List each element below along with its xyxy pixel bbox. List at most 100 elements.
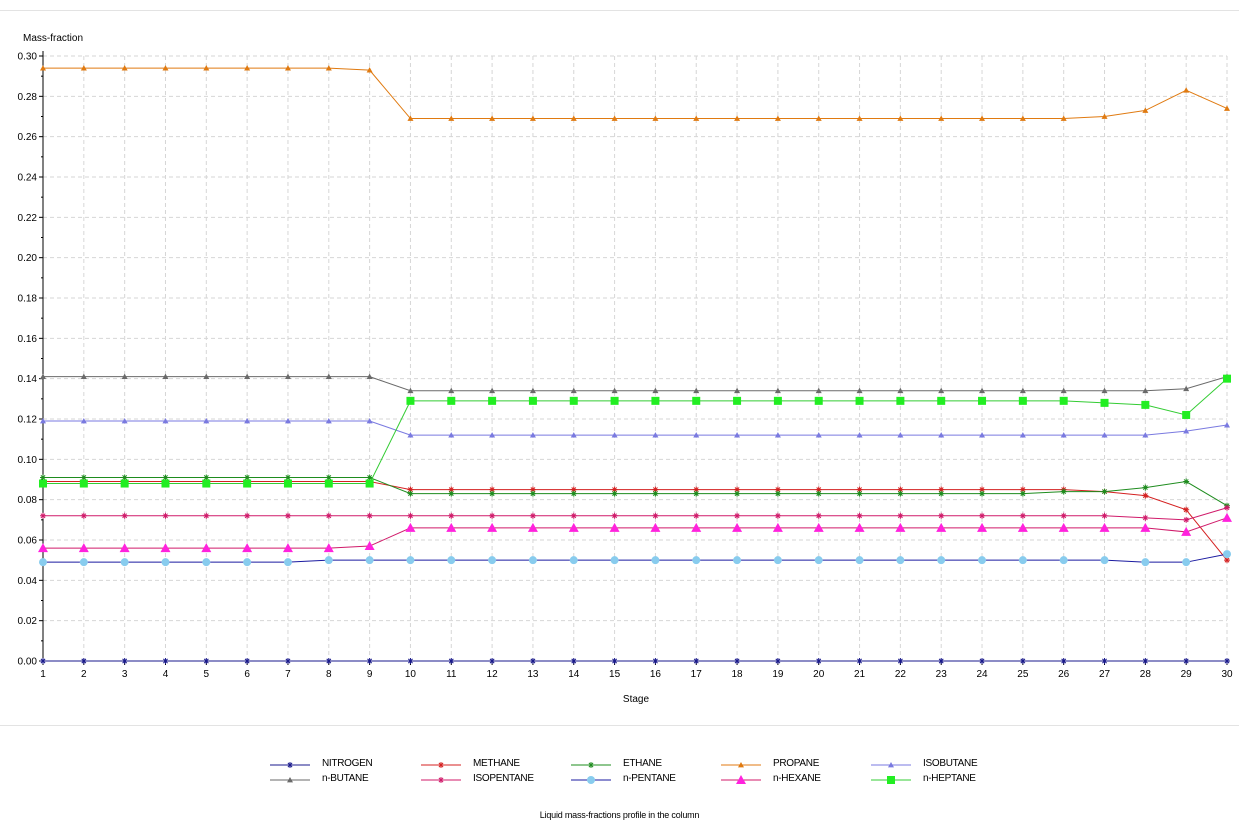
data-point <box>1101 658 1108 664</box>
data-point <box>1224 105 1230 111</box>
data-point <box>448 432 455 438</box>
series-n-hexane <box>38 512 1232 553</box>
data-point <box>815 658 822 664</box>
x-tick-label: 19 <box>772 669 784 680</box>
data-point <box>366 474 373 481</box>
series-line-n-pentane <box>43 553 1228 563</box>
legend-swatch-marker <box>438 777 444 783</box>
data-point <box>896 396 905 405</box>
data-point <box>489 115 496 121</box>
y-tick-label: 0.14 <box>18 374 38 385</box>
data-point <box>693 387 700 394</box>
y-axis-title: Mass-fraction <box>23 33 83 44</box>
data-point <box>407 115 414 121</box>
legend-swatch-marker <box>287 777 293 783</box>
legend-swatch <box>270 777 310 783</box>
data-point <box>201 543 212 553</box>
data-point <box>406 556 415 565</box>
data-point <box>40 474 46 481</box>
data-point <box>1101 488 1108 495</box>
data-point <box>1224 422 1230 428</box>
data-point <box>284 474 291 481</box>
data-point <box>1060 512 1067 519</box>
legend-swatch <box>421 762 461 768</box>
data-point <box>39 558 47 567</box>
y-tick-label: 0.16 <box>18 334 38 345</box>
data-point <box>977 522 988 532</box>
series-line-isopentane <box>43 507 1228 521</box>
x-tick-label: 2 <box>81 669 87 680</box>
data-point <box>938 490 945 497</box>
data-point <box>121 418 128 424</box>
data-point <box>203 512 210 519</box>
data-point <box>979 658 986 664</box>
y-tick-label: 0.10 <box>18 455 38 466</box>
data-point <box>1224 557 1230 564</box>
legend-label: ISOBUTANE <box>923 758 978 769</box>
data-point <box>733 556 742 565</box>
data-point <box>447 556 456 565</box>
data-point <box>938 512 945 519</box>
data-point <box>162 373 169 380</box>
data-point <box>1142 492 1149 499</box>
data-point <box>529 115 536 121</box>
x-tick-label: 1 <box>40 669 46 680</box>
x-tick-label: 10 <box>405 669 417 680</box>
data-point <box>1060 432 1067 438</box>
y-tick-label: 0.00 <box>18 657 38 668</box>
data-point <box>1060 488 1067 495</box>
data-point <box>1183 516 1190 523</box>
legend-label: PROPANE <box>773 758 820 769</box>
legend-label: NITROGEN <box>322 758 373 769</box>
data-point <box>407 490 414 497</box>
data-point <box>161 558 170 567</box>
data-point <box>693 486 700 493</box>
legend-item-n-hexane: n-HEXANE <box>719 773 869 788</box>
legend-swatch-marker <box>887 776 895 784</box>
data-point <box>79 479 88 488</box>
data-point <box>570 490 577 497</box>
data-point <box>325 373 332 380</box>
y-tick-label: 0.22 <box>18 213 38 224</box>
y-tick-label: 0.06 <box>18 536 38 547</box>
series-isobutane <box>40 418 1230 438</box>
data-point <box>570 486 577 493</box>
data-point <box>774 115 781 121</box>
data-point <box>324 556 333 565</box>
data-point <box>1183 506 1190 513</box>
legend-swatch-marker <box>738 762 744 768</box>
y-tick-label: 0.30 <box>18 52 38 63</box>
data-point <box>1223 550 1231 559</box>
series-line-methane <box>43 481 1228 561</box>
data-point <box>979 115 986 121</box>
data-point <box>652 387 659 394</box>
data-point <box>528 396 537 405</box>
legend-item-isopentane: ISOPENTANE <box>419 773 569 788</box>
data-point <box>446 522 457 532</box>
series-nitrogen <box>40 658 1230 664</box>
data-point <box>407 512 414 519</box>
data-point <box>1019 486 1026 493</box>
series-n-pentane <box>39 550 1231 567</box>
legend-item-isobutane: ISOBUTANE <box>869 758 1019 773</box>
data-point <box>815 486 822 493</box>
data-point <box>734 432 741 438</box>
x-tick-label: 22 <box>895 669 907 680</box>
legend-swatch-marker <box>438 762 444 768</box>
legend-row: n-BUTANE ISOPENTANE n-PENTANE n-HEXANE n-HEP… <box>268 773 1028 788</box>
data-point <box>529 432 536 438</box>
data-point <box>366 373 373 380</box>
data-point <box>489 486 496 493</box>
data-point <box>284 418 291 424</box>
data-point <box>448 512 455 519</box>
x-tick-label: 23 <box>936 669 948 680</box>
data-point <box>487 522 498 532</box>
data-point <box>489 387 496 394</box>
data-point <box>119 543 130 553</box>
series-n-butane <box>40 373 1230 394</box>
data-point <box>938 432 945 438</box>
data-point <box>734 658 741 664</box>
data-point <box>650 522 661 532</box>
data-point <box>283 558 292 567</box>
data-point <box>529 486 536 493</box>
